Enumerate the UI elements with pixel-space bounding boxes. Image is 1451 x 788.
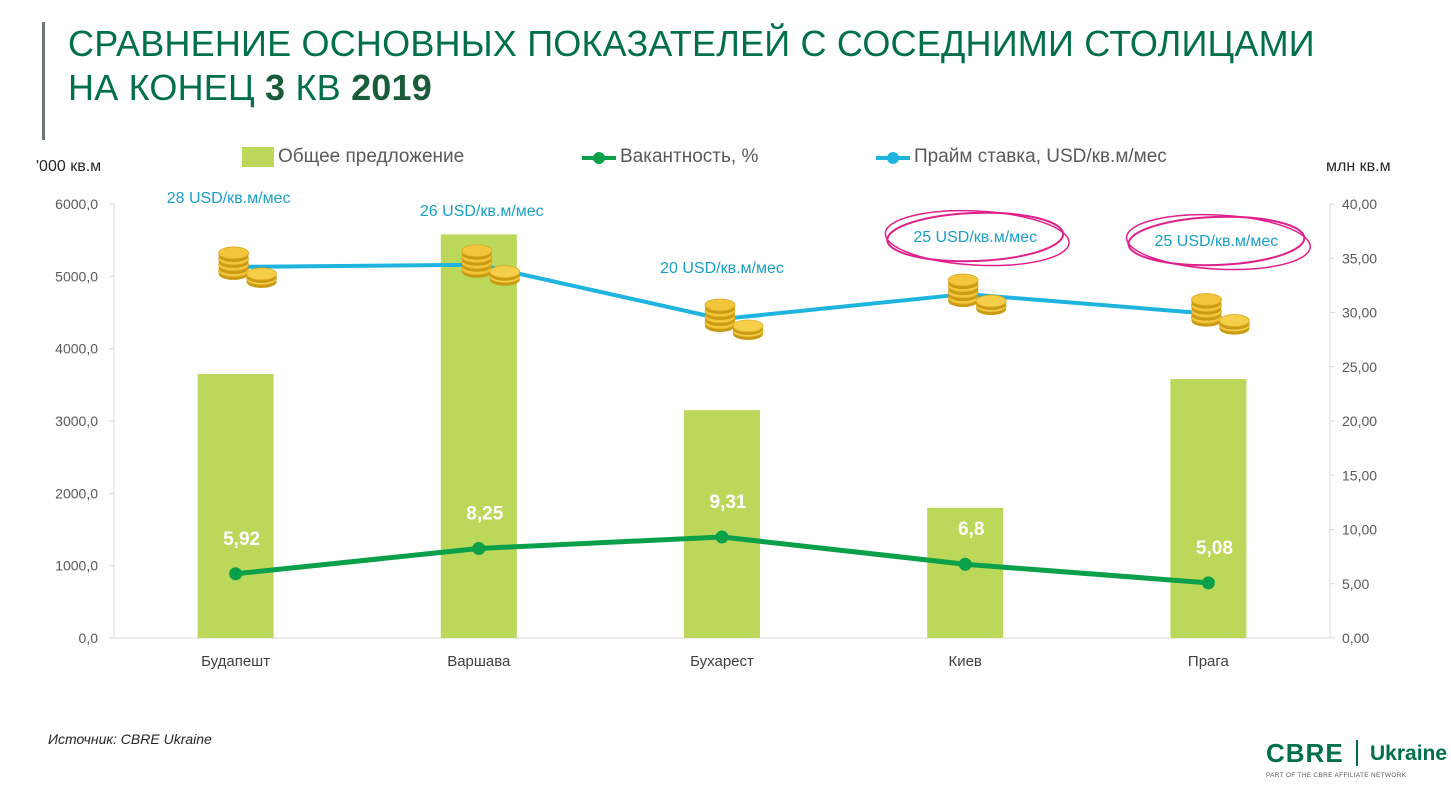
page-title: СРАВНЕНИЕ ОСНОВНЫХ ПОКАЗАТЕЛЕЙ С СОСЕДНИ… [68,22,1428,110]
bar-4 [927,507,1004,638]
category-label: Киев [948,653,981,670]
vacancy-point [472,541,486,555]
right-tick-label: 20,00 [1342,413,1377,429]
legend-item-supply: Общее предложение [242,146,464,168]
legend-swatch-supply [242,147,274,167]
left-axis-unit: '000 кв.м [36,158,102,175]
title-line-2-mid: КВ [285,67,352,108]
bar-1 [197,373,274,638]
title-line-2: НА КОНЕЦ 3 КВ 2019 [68,66,1428,110]
coin-stack-icon [947,273,1007,316]
right-tick-label: 15,00 [1342,467,1377,483]
logo-separator [1356,740,1358,766]
legend-label-prime: Прайм ставка, USD/кв.м/мес [914,146,1167,167]
vacancy-label: 5,08 [1196,538,1233,559]
prime-rate-label: 20 USD/кв.м/мес [660,260,784,277]
legend-label-vacancy: Вакантность, % [620,146,759,167]
vacancy-point [715,530,729,544]
left-tick-label: 0,0 [79,630,99,646]
prime-rate-label: 25 USD/кв.м/мес [1155,233,1279,250]
left-tick-label: 1000,0 [55,558,98,574]
left-tick-label: 5000,0 [55,268,98,284]
vacancy-label: 8,25 [466,503,503,524]
prime-rate-label: 28 USD/кв.м/мес [167,190,291,207]
right-tick-label: 10,00 [1342,522,1377,538]
legend-label-supply: Общее предложение [278,146,465,167]
vacancy-point [958,557,972,571]
highlight-circle [884,209,1070,267]
left-tick-label: 6000,0 [55,196,98,212]
left-tick-label: 3000,0 [55,413,98,429]
title-line-2-prefix: НА КОНЕЦ [68,67,266,108]
left-tick-label: 2000,0 [55,485,98,501]
prime-rate-label: 26 USD/кв.м/мес [420,203,544,220]
title-year: 2019 [351,67,432,108]
title-line-1: СРАВНЕНИЕ ОСНОВНЫХ ПОКАЗАТЕЛЕЙ С СОСЕДНИ… [68,23,1315,64]
cbre-logo: CBRE Ukraine PART OF THE CBRE AFFILIATE … [1266,738,1447,782]
bar-2 [440,234,517,638]
coin-stack-icon [1191,293,1250,335]
right-axis-unit: млн кв.м [1326,158,1391,175]
right-tick-label: 40,00 [1342,196,1377,212]
category-label: Бухарест [690,653,754,670]
vacancy-label: 9,31 [710,492,747,513]
logo-network: PART OF THE CBRE AFFILIATE NETWORK [1266,772,1407,779]
right-tick-label: 25,00 [1342,359,1377,375]
right-tick-label: 5,00 [1342,576,1369,592]
right-tick-label: 30,00 [1342,305,1377,321]
legend-item-vacancy: Вакантность, % [582,146,758,168]
category-label: Прага [1188,653,1230,670]
logo-country: Ukraine [1370,742,1448,765]
chart-legend: Общее предложение Вакантность, % Прайм с… [0,146,1451,174]
source-note: Источник: CBRE Ukraine [48,731,212,747]
category-label: Варшава [447,653,511,670]
highlight-circle [1125,213,1312,271]
coin-stack-icon [461,244,521,286]
coin-stack-icon [218,246,278,288]
prime-rate-label: 25 USD/кв.м/мес [913,229,1037,246]
vacancy-point [1201,576,1215,590]
legend-item-prime: Прайм ставка, USD/кв.м/мес [876,146,1167,168]
title-accent-bar [42,22,45,140]
title-quarter: 3 [265,67,286,108]
bar-3 [684,410,760,638]
legend-swatch-prime [876,147,910,167]
vacancy-label: 6,8 [958,519,984,540]
right-tick-label: 0,00 [1342,630,1369,646]
legend-swatch-vacancy [582,147,616,167]
logo-brand: CBRE [1266,738,1344,768]
vacancy-label: 5,92 [223,529,260,550]
vacancy-point [229,567,243,581]
right-tick-label: 35,00 [1342,250,1377,266]
category-label: Будапешт [201,653,270,670]
bar-5 [1170,379,1247,638]
left-tick-label: 4000,0 [55,341,98,357]
coin-stack-icon [704,298,764,341]
